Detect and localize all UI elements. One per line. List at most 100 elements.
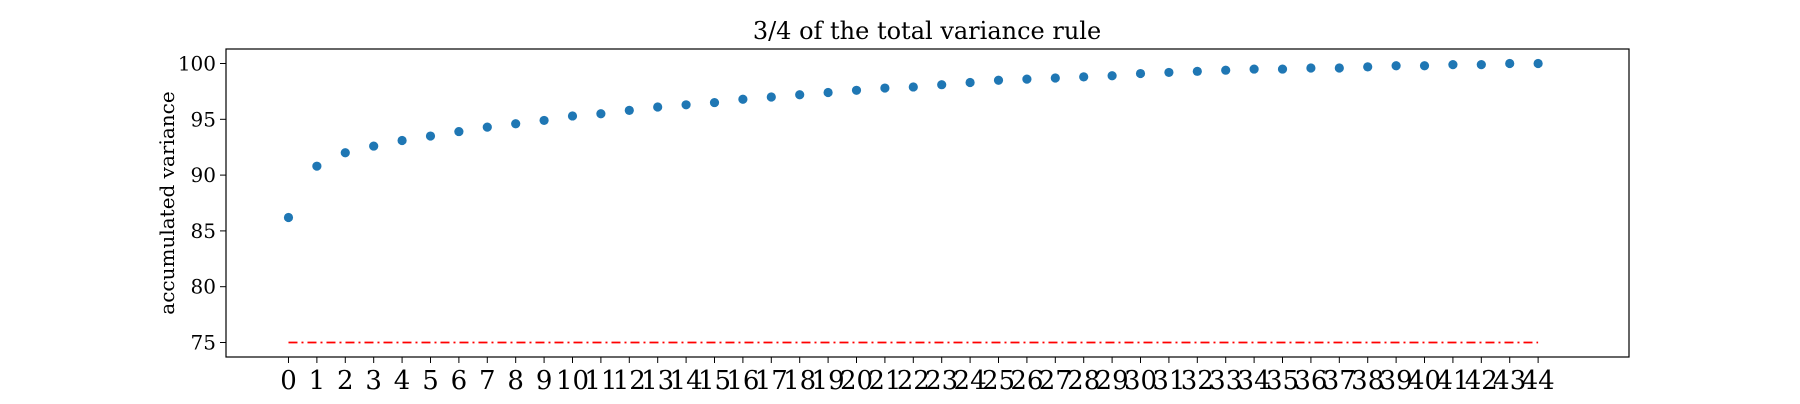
x-tick-label: 1	[309, 366, 326, 396]
data-point	[1107, 71, 1117, 81]
data-point	[908, 82, 918, 92]
x-tick-label: 15	[698, 366, 731, 396]
data-point	[653, 102, 663, 112]
data-point	[312, 161, 322, 171]
x-tick-label: 25	[982, 366, 1015, 396]
x-tick-label: 13	[641, 366, 674, 396]
data-point	[454, 126, 464, 137]
x-tick-label: 32	[1181, 366, 1214, 396]
y-tick-label: 80	[191, 275, 216, 299]
plot-area-frame	[225, 48, 1630, 358]
x-tick-label: 20	[840, 366, 873, 396]
data-point	[1221, 65, 1231, 75]
data-points-group	[283, 58, 1543, 223]
x-tick-label: 14	[670, 366, 703, 396]
data-point	[1277, 64, 1288, 74]
x-tick-label: 29	[1096, 366, 1129, 396]
y-tick-label: 95	[191, 107, 216, 131]
data-point	[937, 80, 947, 90]
x-tick-label: 4	[394, 366, 411, 396]
data-point	[1419, 61, 1430, 71]
x-tick-label: 36	[1294, 366, 1327, 396]
x-axis-ticks: 0 1 2 3 4 5 6 7 8 9 101112131415161718192021222324…	[280, 357, 1555, 396]
x-tick-label: 10	[556, 366, 589, 396]
data-point	[1533, 58, 1543, 69]
y-tick-label: 75	[191, 330, 216, 354]
x-tick-label: 21	[868, 366, 901, 396]
x-tick-label: 39	[1380, 366, 1413, 396]
x-tick-label: 26	[1010, 366, 1043, 396]
x-tick-label: 24	[954, 366, 987, 396]
y-tick-label: 100	[178, 52, 216, 76]
x-tick-label: 22	[897, 366, 930, 396]
x-tick-label: 33	[1209, 366, 1242, 396]
data-point	[283, 212, 294, 223]
data-point	[1050, 73, 1060, 83]
data-point	[823, 87, 833, 98]
data-point	[1334, 63, 1344, 73]
x-tick-label: 31	[1152, 366, 1185, 396]
x-tick-label: 34	[1238, 366, 1271, 396]
data-point	[511, 119, 521, 129]
data-point	[1022, 74, 1032, 84]
data-point	[397, 135, 407, 146]
data-point	[624, 105, 634, 115]
chart-title: 3/4 of the total variance rule	[753, 17, 1101, 45]
y-axis-label: accumulated variance	[155, 91, 179, 314]
data-point	[340, 148, 350, 158]
x-tick-label: 37	[1323, 366, 1356, 396]
data-point	[1391, 61, 1401, 71]
x-tick-label: 16	[726, 366, 759, 396]
data-point	[1135, 68, 1146, 79]
x-tick-label: 41	[1436, 366, 1469, 396]
x-tick-label: 35	[1266, 366, 1299, 396]
data-point	[596, 109, 606, 119]
x-tick-label: 38	[1351, 366, 1384, 396]
x-tick-label: 40	[1408, 366, 1441, 396]
data-point	[1249, 64, 1259, 74]
data-point	[539, 115, 549, 126]
data-point	[1306, 63, 1316, 73]
data-point	[482, 122, 492, 132]
x-tick-label: 42	[1465, 366, 1498, 396]
data-point	[795, 90, 805, 100]
data-point	[1079, 72, 1089, 82]
x-tick-label: 43	[1493, 366, 1526, 396]
data-point	[681, 100, 691, 110]
x-tick-label: 44	[1522, 366, 1555, 396]
x-tick-label: 7	[479, 366, 496, 396]
y-tick-label: 85	[191, 219, 216, 243]
data-point	[766, 92, 776, 102]
data-point	[880, 83, 890, 93]
data-point	[993, 75, 1004, 85]
data-point	[1164, 67, 1174, 78]
x-tick-label: 5	[422, 366, 439, 396]
data-point	[851, 85, 862, 95]
x-tick-label: 17	[755, 366, 788, 396]
y-tick-label: 90	[191, 163, 216, 187]
data-point	[425, 131, 436, 141]
x-tick-label: 8	[507, 366, 524, 396]
x-tick-label: 18	[783, 366, 816, 396]
x-tick-label: 23	[925, 366, 958, 396]
x-tick-label: 3	[365, 366, 382, 396]
data-point	[567, 111, 578, 121]
x-tick-label: 30	[1124, 366, 1157, 396]
x-tick-label: 6	[451, 366, 468, 396]
data-point	[709, 97, 720, 108]
x-tick-label: 11	[584, 366, 617, 396]
y-axis-ticks: 75 80 85 90 95 100	[178, 52, 226, 354]
data-point	[1505, 58, 1515, 69]
x-tick-label: 27	[1039, 366, 1072, 396]
x-tick-label: 2	[337, 366, 354, 396]
x-tick-label: 9	[536, 366, 553, 396]
x-tick-label: 0	[280, 366, 297, 396]
x-tick-label: 28	[1067, 366, 1100, 396]
data-point	[965, 77, 975, 88]
x-tick-label: 19	[812, 366, 845, 396]
x-tick-label: 12	[613, 366, 646, 396]
data-point	[1476, 60, 1486, 70]
data-point	[1192, 66, 1202, 76]
